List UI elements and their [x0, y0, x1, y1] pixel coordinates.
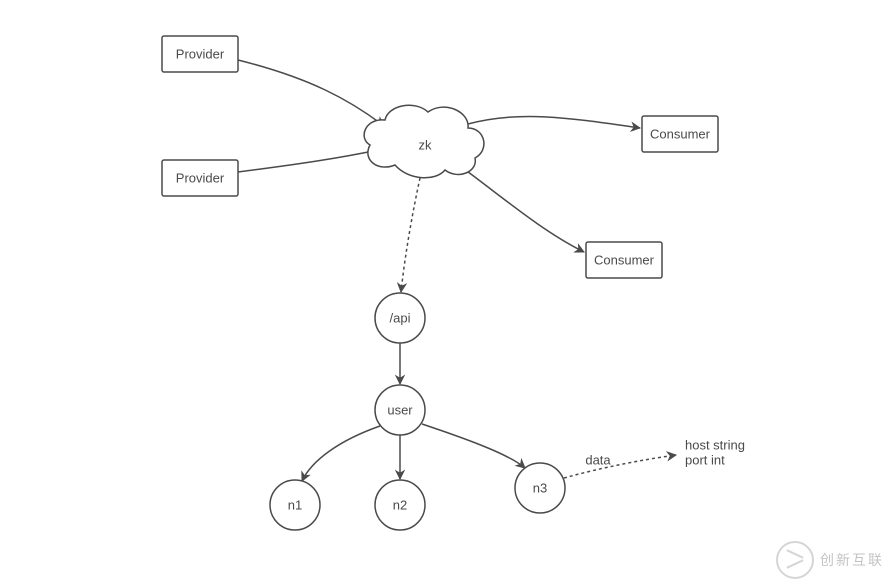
edge-label-data: data: [585, 453, 611, 468]
label-provider1: Provider: [176, 47, 225, 62]
nodes: Provider Provider zk Consumer Consumer /…: [162, 36, 718, 530]
label-consumer1: Consumer: [650, 127, 711, 142]
edge-user-n3: [422, 424, 525, 468]
annotation-host: host string: [685, 438, 745, 453]
edge-zk-consumer2: [460, 166, 584, 252]
label-n1: n1: [288, 498, 302, 513]
node-provider2: Provider: [162, 160, 238, 196]
label-n3: n3: [533, 481, 547, 496]
label-api: /api: [390, 311, 411, 326]
edge-zk-api: [401, 178, 420, 292]
node-provider1: Provider: [162, 36, 238, 72]
node-zk: zk: [364, 105, 484, 177]
watermark: 创新互联: [776, 541, 884, 579]
label-consumer2: Consumer: [594, 253, 655, 268]
node-n1: n1: [270, 480, 320, 530]
diagram-canvas: Provider Provider zk Consumer Consumer /…: [0, 0, 890, 585]
label-provider2: Provider: [176, 171, 225, 186]
label-n2: n2: [393, 498, 407, 513]
node-n2: n2: [375, 480, 425, 530]
edge-provider2-zk: [238, 150, 378, 172]
edge-provider1-zk: [238, 60, 384, 126]
edge-n3-annotation: [564, 455, 676, 478]
label-user: user: [387, 403, 413, 418]
edge-zk-consumer1: [468, 116, 640, 128]
node-consumer1: Consumer: [642, 116, 718, 152]
label-zk: zk: [419, 138, 433, 153]
node-api: /api: [375, 293, 425, 343]
annotation-port: port int: [685, 453, 725, 468]
node-n3: n3: [515, 463, 565, 513]
node-consumer2: Consumer: [586, 242, 662, 278]
watermark-text: 创新互联: [820, 550, 884, 570]
watermark-logo-icon: [776, 541, 814, 579]
edge-user-n1: [302, 426, 380, 481]
node-user: user: [375, 385, 425, 435]
